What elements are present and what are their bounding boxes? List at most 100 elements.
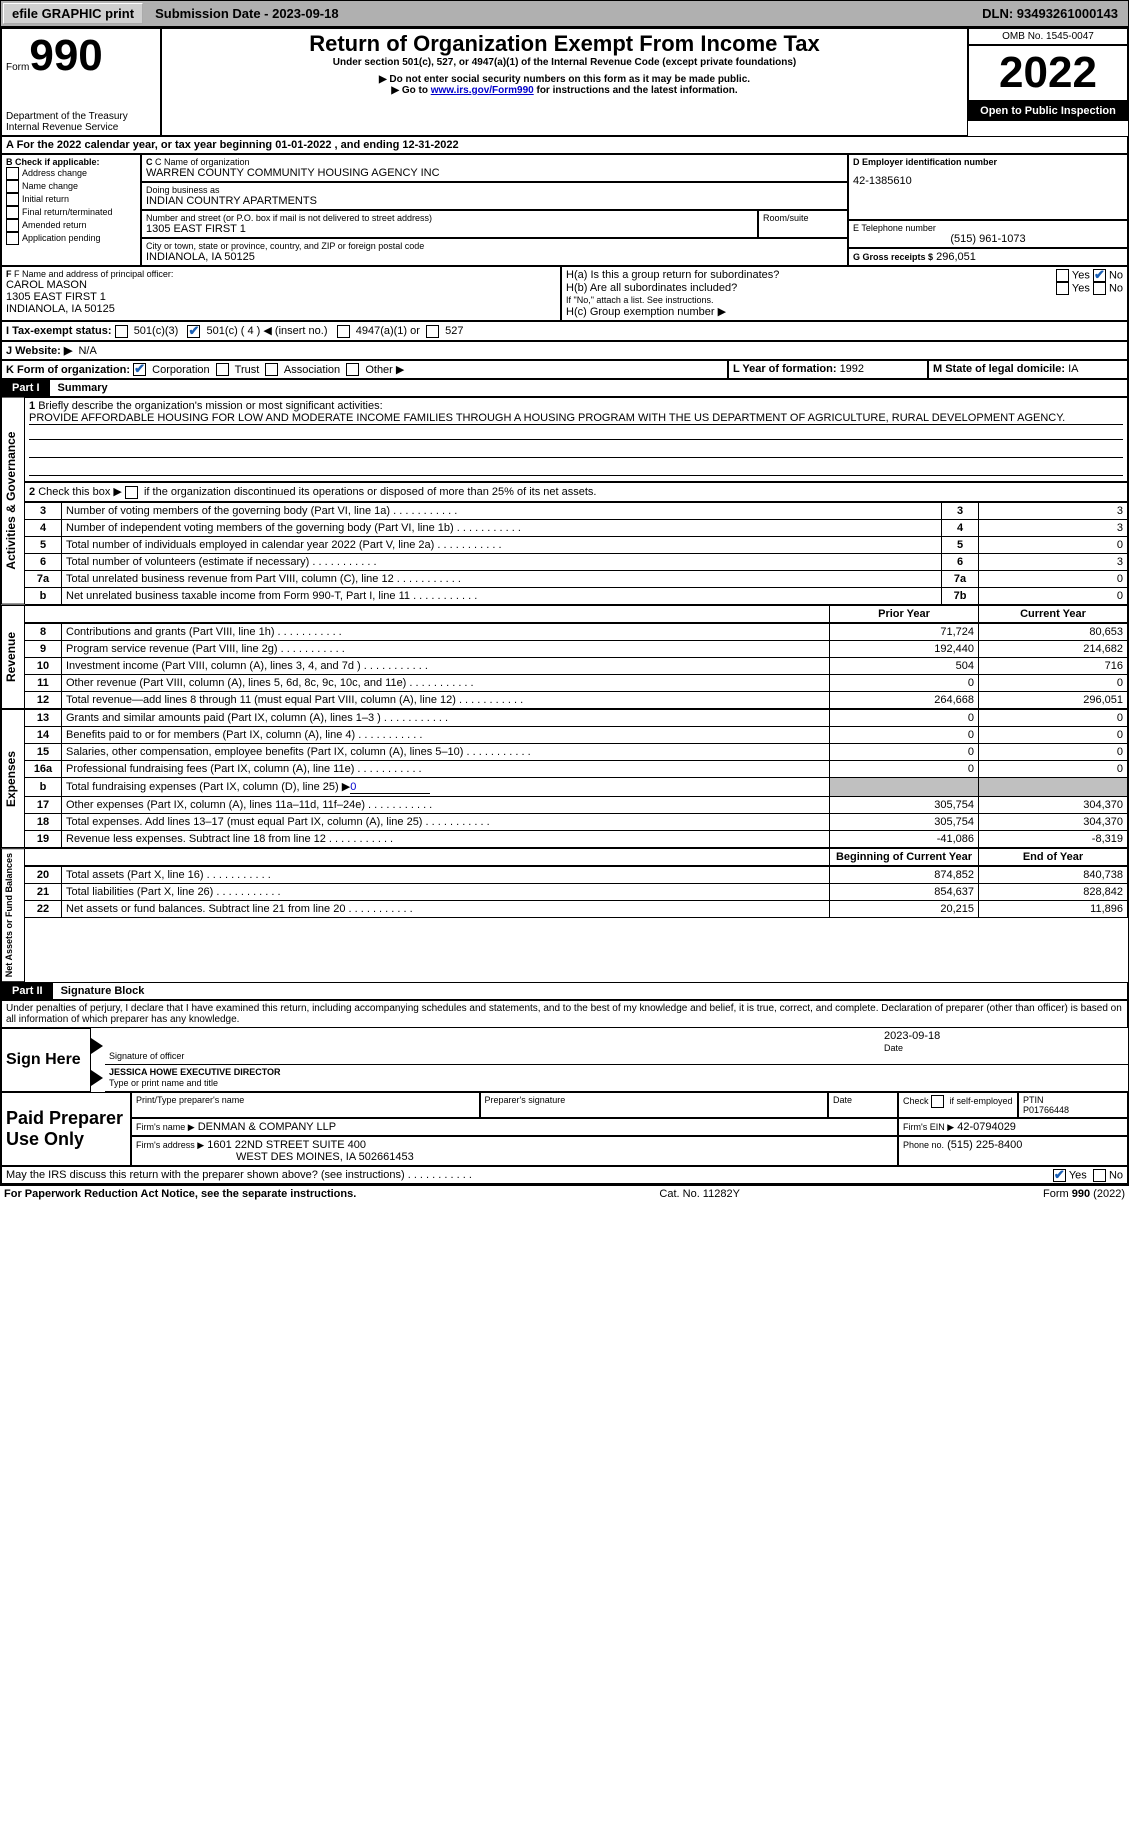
firm-ein: 42-0794029 [957, 1121, 1016, 1133]
firm-name: DENMAN & COMPANY LLP [198, 1121, 336, 1133]
section-k: K Form of organization: Corporation Trus… [1, 360, 728, 380]
table-row: 16aProfessional fundraising fees (Part I… [25, 760, 1128, 777]
cb-self-employed[interactable] [931, 1095, 944, 1108]
header-right: OMB No. 1545-0047 2022 Open to Public In… [968, 28, 1128, 136]
prep-sig-label: Preparer's signature [480, 1092, 829, 1118]
cb-501c3[interactable] [115, 325, 128, 338]
cb-hb-yes[interactable] [1056, 282, 1069, 295]
dept-treasury: Department of the Treasury [6, 111, 156, 122]
hb-note: If "No," attach a list. See instructions… [566, 295, 1123, 305]
section-m: M State of legal domicile: IA [928, 360, 1128, 380]
officer-addr1: 1305 EAST FIRST 1 [6, 291, 556, 303]
footer-form: 990 [1072, 1188, 1090, 1200]
form-990: Form990 Department of the Treasury Inter… [0, 27, 1129, 1185]
phone-label: Phone no. [903, 1140, 944, 1150]
table-row: 21Total liabilities (Part X, line 26)854… [25, 883, 1128, 900]
table-row: 11Other revenue (Part VIII, column (A), … [25, 674, 1128, 691]
cb-assoc[interactable] [265, 363, 278, 376]
governance-table: 3Number of voting members of the governi… [25, 502, 1128, 605]
sign-here-label: Sign Here [1, 1028, 91, 1092]
arrow-icon [91, 1038, 103, 1054]
line2: Check this box ▶ if the organization dis… [38, 486, 596, 498]
revenue-table: Prior YearCurrent Year [25, 605, 1128, 623]
sig-officer-label: Signature of officer [109, 1051, 184, 1061]
perjury-declaration: Under penalties of perjury, I declare th… [1, 1000, 1128, 1028]
f-label: F F Name and address of principal office… [6, 269, 556, 279]
side-revenue: Revenue [1, 605, 25, 709]
sig-date: 2023-09-18 [884, 1030, 1124, 1042]
header-left: Form990 Department of the Treasury Inter… [1, 28, 161, 136]
cb-app-pending[interactable] [6, 232, 19, 245]
website: N/A [78, 345, 96, 357]
hc-label: H(c) Group exemption number ▶ [566, 305, 1123, 318]
section-h: H(a) Is this a group return for subordin… [561, 266, 1128, 321]
table-row: 4Number of independent voting members of… [25, 519, 1128, 536]
cb-discuss-no[interactable] [1093, 1169, 1106, 1182]
cb-corp[interactable] [133, 363, 146, 376]
org-name: WARREN COUNTY COMMUNITY HOUSING AGENCY I… [146, 167, 843, 179]
cb-ha-no[interactable] [1093, 269, 1106, 282]
goto-note: ▶ Go to www.irs.gov/Form990 for instruct… [166, 85, 963, 96]
city-label: City or town, state or province, country… [146, 241, 843, 251]
cb-discuss-yes[interactable] [1053, 1169, 1066, 1182]
table-row: 22Net assets or fund balances. Subtract … [25, 900, 1128, 917]
date-label: Date [884, 1043, 903, 1053]
self-employed: Check if self-employed [898, 1092, 1018, 1118]
table-row: 3Number of voting members of the governi… [25, 502, 1128, 519]
table-row: bNet unrelated business taxable income f… [25, 587, 1128, 604]
form-word: Form [6, 62, 29, 73]
prep-date-label: Date [828, 1092, 898, 1118]
ein: 42-1385610 [853, 175, 1123, 187]
ha-label: H(a) Is this a group return for subordin… [566, 269, 779, 282]
arrow-icon [91, 1070, 103, 1086]
cb-address-change[interactable] [6, 167, 19, 180]
dba-label: Doing business as [146, 185, 843, 195]
cb-final-return[interactable] [6, 206, 19, 219]
officer-name: CAROL MASON [6, 279, 556, 291]
ptin-label: PTIN [1023, 1095, 1123, 1105]
room-label: Room/suite [763, 213, 843, 223]
mission-text: PROVIDE AFFORDABLE HOUSING FOR LOW AND M… [29, 412, 1123, 425]
table-row: 19Revenue less expenses. Subtract line 1… [25, 830, 1128, 847]
g-label: G Gross receipts $ [853, 252, 933, 262]
cb-name-change[interactable] [6, 180, 19, 193]
line-a: A For the 2022 calendar year, or tax yea… [1, 136, 1128, 154]
street: 1305 EAST FIRST 1 [146, 223, 753, 235]
hb-label: H(b) Are all subordinates included? [566, 282, 737, 295]
topbar: efile GRAPHIC print Submission Date - 20… [0, 0, 1129, 27]
section-l: L Year of formation: 1992 [728, 360, 928, 380]
table-row: 14Benefits paid to or for members (Part … [25, 726, 1128, 743]
section-j: J Website: ▶ N/A [1, 341, 1128, 360]
cb-501c[interactable] [187, 325, 200, 338]
firm-ein-label: Firm's EIN ▶ [903, 1122, 954, 1132]
table-row: 10Investment income (Part VIII, column (… [25, 657, 1128, 674]
cb-initial-return[interactable] [6, 193, 19, 206]
table-row: 9Program service revenue (Part VIII, lin… [25, 640, 1128, 657]
cb-hb-no[interactable] [1093, 282, 1106, 295]
table-row: 8Contributions and grants (Part VIII, li… [25, 623, 1128, 640]
cb-527[interactable] [426, 325, 439, 338]
cb-discontinued[interactable] [125, 486, 138, 499]
tax-year: 2022 [968, 45, 1128, 101]
cb-other[interactable] [346, 363, 359, 376]
cb-ha-yes[interactable] [1056, 269, 1069, 282]
b-label: B Check if applicable: [6, 157, 136, 167]
cb-trust[interactable] [216, 363, 229, 376]
efile-print-button[interactable]: efile GRAPHIC print [3, 3, 143, 24]
form-title: Return of Organization Exempt From Incom… [166, 31, 963, 57]
c-label: C C Name of organization [146, 157, 843, 167]
part2-header: Part II Signature Block [1, 982, 1128, 1000]
irs-link[interactable]: www.irs.gov/Form990 [431, 85, 534, 96]
table-row: 6Total number of volunteers (estimate if… [25, 553, 1128, 570]
table-row: bTotal fundraising expenses (Part IX, co… [25, 777, 1128, 796]
may-irs-discuss: May the IRS discuss this return with the… [1, 1166, 1128, 1184]
irs-label: Internal Revenue Service [6, 122, 156, 133]
section-c: C C Name of organization WARREN COUNTY C… [141, 154, 848, 266]
type-name-label: Type or print name and title [109, 1078, 218, 1088]
gross-receipts: 296,051 [936, 251, 976, 263]
city: INDIANOLA, IA 50125 [146, 251, 843, 263]
cb-amended[interactable] [6, 219, 19, 232]
table-row: 18Total expenses. Add lines 13–17 (must … [25, 813, 1128, 830]
cb-4947[interactable] [337, 325, 350, 338]
expenses-table: 13Grants and similar amounts paid (Part … [25, 709, 1128, 848]
